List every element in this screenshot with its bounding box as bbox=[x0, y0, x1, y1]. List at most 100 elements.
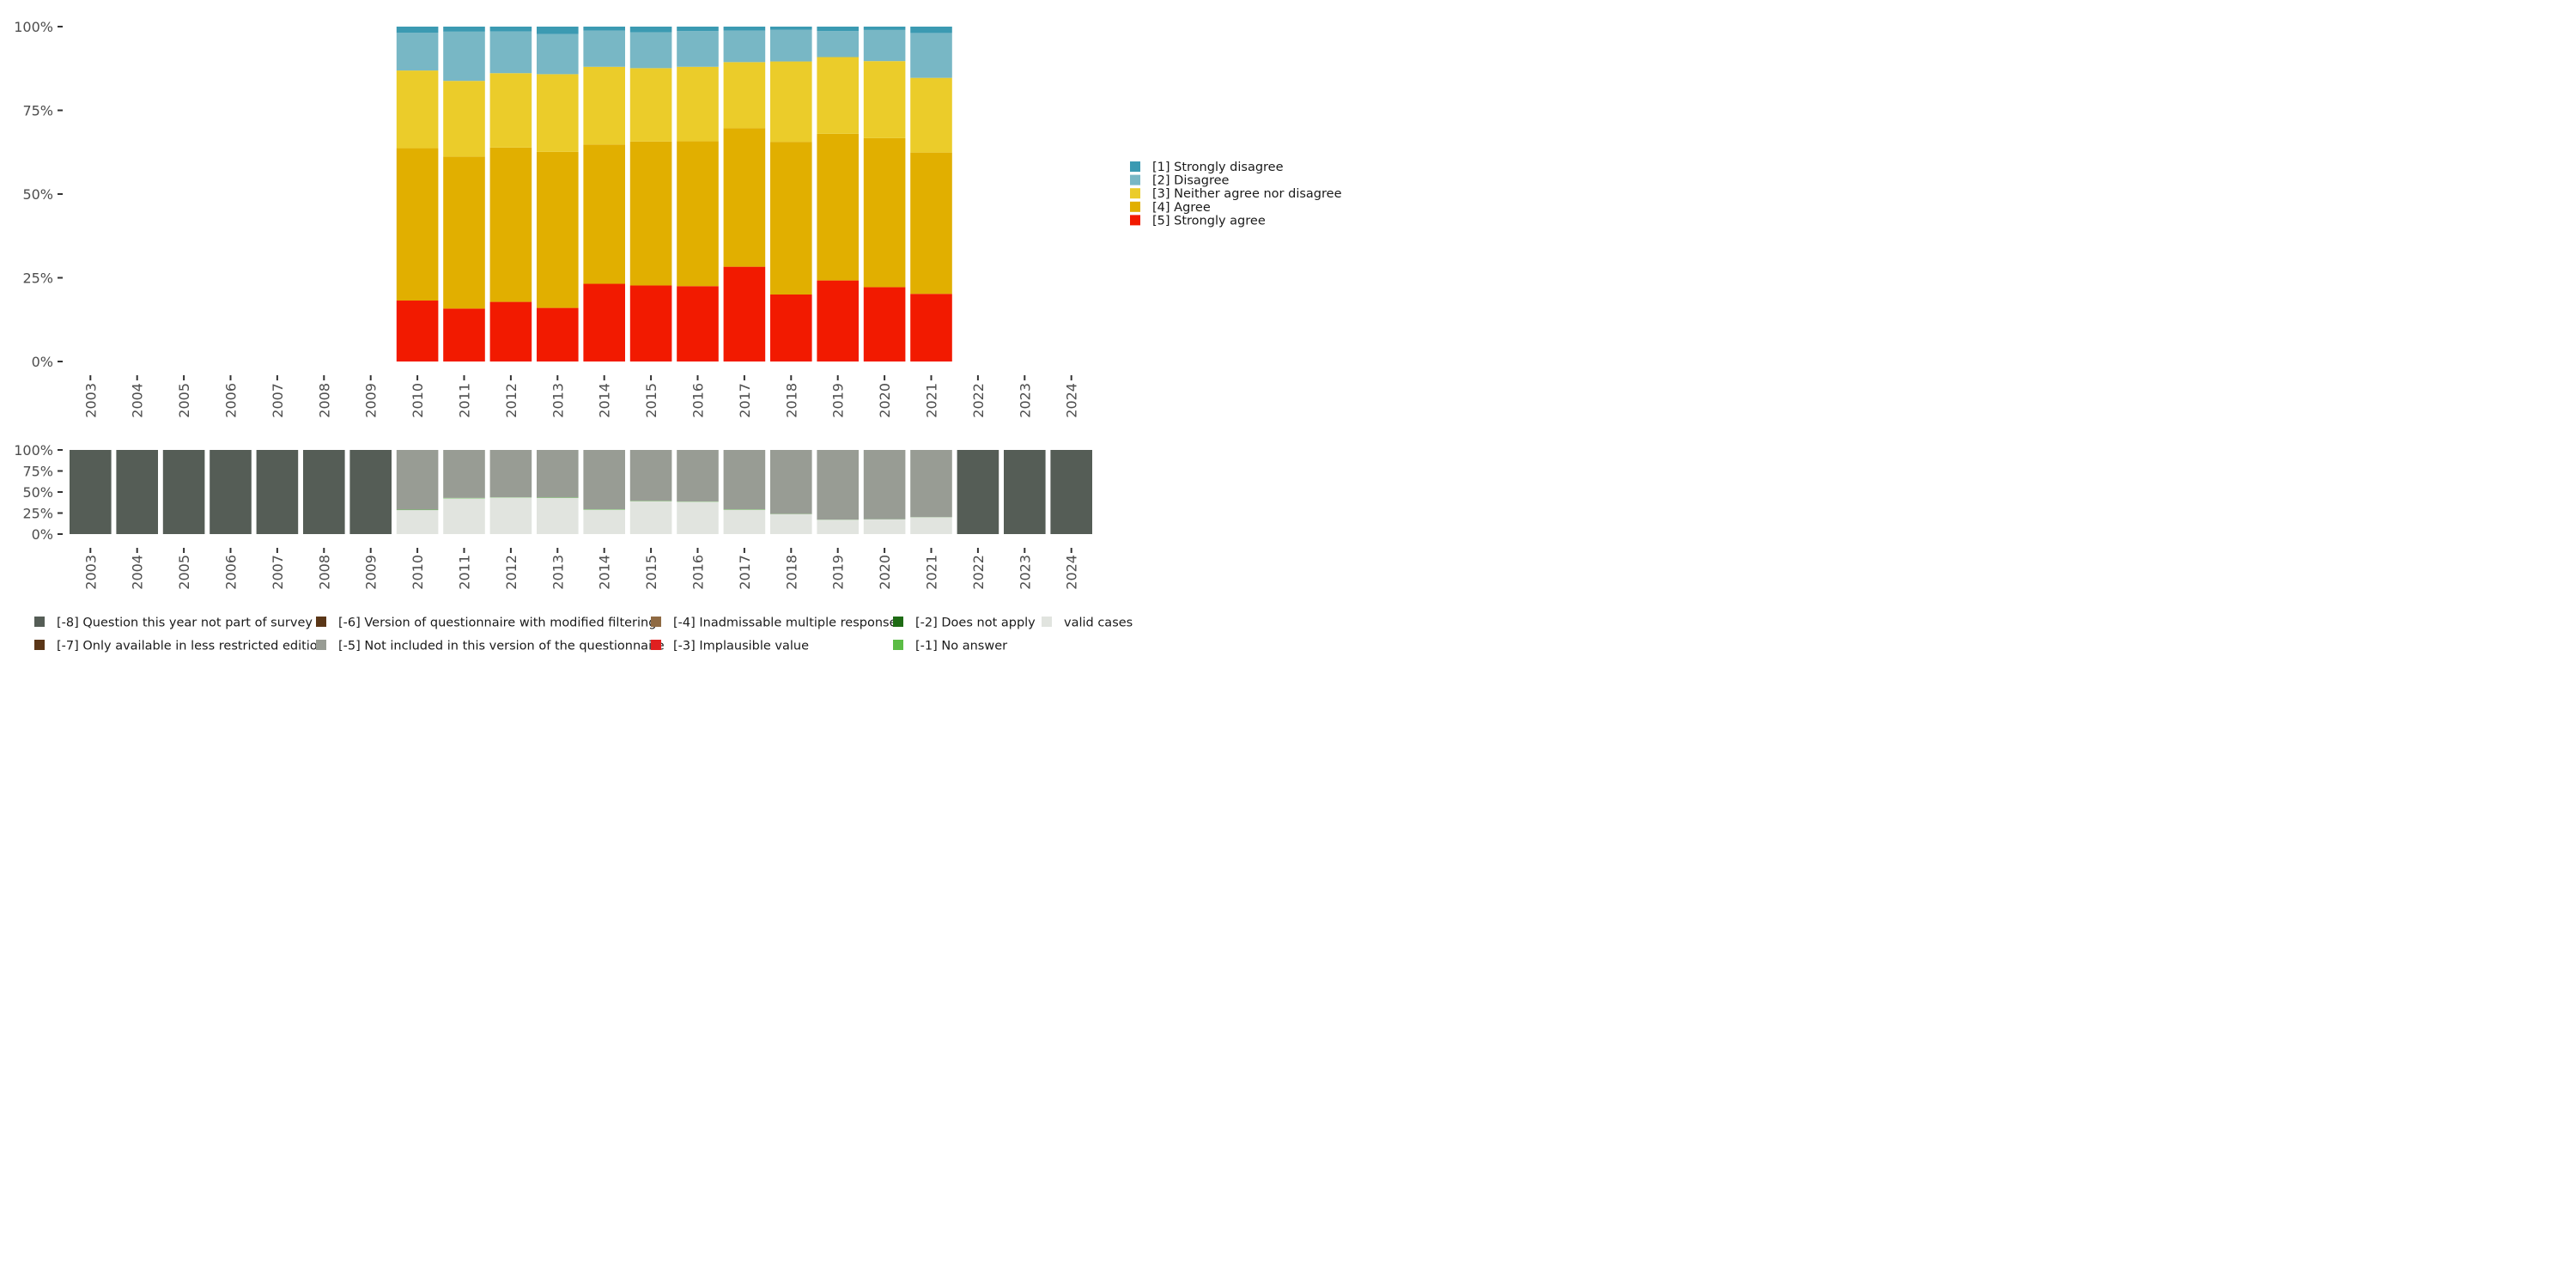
top-bar-segment-2019--4-agree bbox=[817, 133, 859, 281]
bottom-x-tick-label-2014: 2014 bbox=[597, 555, 613, 590]
bottom-y-tick-label: 25% bbox=[22, 506, 53, 522]
top-bar-segment-2018--5-strongly-agree bbox=[770, 295, 812, 361]
bottom-y-tick-label: 0% bbox=[32, 526, 53, 543]
top-bar-segment-2016--3-neither-agree-nor-disagree bbox=[677, 66, 719, 142]
top-bar-segment-2011--1-strongly-disagree bbox=[443, 27, 485, 32]
bottom-bar-segment-2011--5-not-included-in-this-version-of-the-questionnaire bbox=[443, 450, 485, 498]
top-bar-segment-2018--3-neither-agree-nor-disagree bbox=[770, 61, 812, 143]
top-bar-segment-2011--3-neither-agree-nor-disagree bbox=[443, 81, 485, 157]
bottom-x-tick-label-2023: 2023 bbox=[1017, 555, 1033, 590]
bottom-x-tick-label-2013: 2013 bbox=[550, 555, 566, 590]
bottom-x-tick-label-2022: 2022 bbox=[970, 555, 987, 590]
top-bar-segment-2020--5-strongly-agree bbox=[863, 287, 906, 361]
top-x-tick-label-2023: 2023 bbox=[1017, 383, 1033, 418]
bottom-y-tick-label: 50% bbox=[22, 484, 53, 501]
bottom-bar-segment-2013-valid-cases bbox=[537, 497, 579, 534]
bottom-bar-segment-2010--5-not-included-in-this-version-of-the-questionnaire bbox=[396, 450, 439, 510]
bottom-x-tick-label-2016: 2016 bbox=[690, 555, 707, 590]
bottom-bar-segment-2017-valid-cases bbox=[723, 509, 766, 534]
bottom-x-tick-label-2019: 2019 bbox=[830, 555, 847, 590]
top-legend: [1] Strongly disagree[2] Disagree[3] Nei… bbox=[1130, 161, 1342, 228]
bottom-bar-segment-2003--8-question-this-year-not-part-of-survey bbox=[70, 450, 112, 534]
top-bar-segment-2016--1-strongly-disagree bbox=[677, 27, 719, 32]
bottom-legend-label: [-2] Does not apply bbox=[915, 617, 1036, 630]
bottom-bar-segment-2016--5-not-included-in-this-version-of-the-questionnaire bbox=[677, 450, 719, 501]
bottom-bar-segment-2022--8-question-this-year-not-part-of-survey bbox=[957, 450, 999, 534]
bottom-legend-swatch bbox=[893, 640, 903, 650]
bottom-x-tick-label-2018: 2018 bbox=[783, 555, 799, 590]
top-bar-segment-2021--1-strongly-disagree bbox=[910, 27, 952, 33]
top-bar-segment-2013--5-strongly-agree bbox=[537, 307, 579, 361]
top-bar-segment-2020--4-agree bbox=[863, 137, 906, 288]
bottom-bar-segment-2016-valid-cases bbox=[677, 501, 719, 534]
top-bar-segment-2018--2-disagree bbox=[770, 29, 812, 62]
top-legend-swatch bbox=[1130, 174, 1140, 185]
bottom-bar-segment-2005--8-question-this-year-not-part-of-survey bbox=[162, 450, 205, 534]
top-bar-segment-2020--1-strongly-disagree bbox=[863, 27, 906, 30]
bottom-legend-swatch bbox=[316, 617, 326, 627]
top-bar-segment-2012--3-neither-agree-nor-disagree bbox=[489, 73, 532, 148]
top-bar-segment-2015--1-strongly-disagree bbox=[629, 27, 672, 33]
bottom-x-tick-label-2017: 2017 bbox=[737, 555, 753, 590]
bottom-legend-swatch bbox=[34, 617, 45, 627]
bottom-legend-swatch bbox=[893, 617, 903, 627]
top-x-tick-label-2019: 2019 bbox=[830, 383, 847, 418]
top-x-tick-label-2024: 2024 bbox=[1064, 383, 1080, 418]
top-legend-label: [4] Agree bbox=[1152, 201, 1211, 215]
bottom-y-tick-label: 100% bbox=[14, 442, 53, 459]
top-x-tick-label-2020: 2020 bbox=[877, 383, 893, 418]
bottom-bar-segment-2012--5-not-included-in-this-version-of-the-questionnaire bbox=[489, 450, 532, 498]
bottom-bar-segment-2019-valid-cases bbox=[817, 519, 859, 534]
top-bar-segment-2012--5-strongly-agree bbox=[489, 301, 532, 361]
top-legend-swatch bbox=[1130, 188, 1140, 199]
top-bar-segment-2021--5-strongly-agree bbox=[910, 294, 952, 361]
bottom-missing-values-panel: 0% 25% 50% 75% 100% 2003 2004 2005 2006 2007 2008 2… bbox=[14, 442, 1092, 590]
top-bar-segment-2019--2-disagree bbox=[817, 31, 859, 58]
bottom-legend-swatch bbox=[651, 640, 661, 650]
top-bar-segment-2019--3-neither-agree-nor-disagree bbox=[817, 57, 859, 134]
top-bar-segment-2012--4-agree bbox=[489, 147, 532, 302]
top-bar-segment-2021--4-agree bbox=[910, 152, 952, 295]
bottom-bar-segment-2014--5-not-included-in-this-version-of-the-questionnaire bbox=[583, 450, 625, 510]
bottom-legend-label: [-6] Version of questionnaire with modif… bbox=[338, 617, 656, 630]
top-bar-segment-2013--2-disagree bbox=[537, 33, 579, 75]
top-x-tick-label-2009: 2009 bbox=[363, 383, 380, 418]
bottom-legend-label: [-5] Not included in this version of the… bbox=[338, 640, 665, 653]
top-bar-segment-2018--1-strongly-disagree bbox=[770, 27, 812, 30]
top-bar-segment-2014--3-neither-agree-nor-disagree bbox=[583, 66, 625, 145]
bottom-x-tick-label-2007: 2007 bbox=[270, 555, 286, 590]
top-x-tick-label-2008: 2008 bbox=[316, 383, 332, 418]
bottom-x-tick-label-2005: 2005 bbox=[176, 555, 192, 590]
bottom-bar-segment-2018--5-not-included-in-this-version-of-the-questionnaire bbox=[770, 450, 812, 514]
top-x-tick-label-2022: 2022 bbox=[970, 383, 987, 418]
bottom-bar-segment-2012-valid-cases bbox=[489, 497, 532, 534]
top-bar-segment-2010--3-neither-agree-nor-disagree bbox=[396, 70, 439, 149]
bottom-x-tick-label-2021: 2021 bbox=[924, 555, 940, 590]
top-bar-segment-2015--5-strongly-agree bbox=[629, 285, 672, 361]
top-bar-segment-2016--4-agree bbox=[677, 141, 719, 287]
top-bar-segment-2014--1-strongly-disagree bbox=[583, 27, 625, 31]
top-bar-segment-2016--2-disagree bbox=[677, 31, 719, 67]
bottom-x-tick-label-2012: 2012 bbox=[503, 555, 519, 590]
top-bar-segment-2017--2-disagree bbox=[723, 30, 766, 63]
top-x-tick-label-2017: 2017 bbox=[737, 383, 753, 418]
top-x-tick-label-2014: 2014 bbox=[597, 383, 613, 418]
top-legend-label: [2] Disagree bbox=[1152, 174, 1230, 188]
bottom-x-tick-label-2010: 2010 bbox=[410, 555, 426, 590]
bottom-legend-swatch bbox=[316, 640, 326, 650]
top-legend-swatch bbox=[1130, 161, 1140, 172]
top-x-tick-label-2012: 2012 bbox=[503, 383, 519, 418]
top-bar-segment-2012--2-disagree bbox=[489, 31, 532, 74]
bottom-x-tick-label-2006: 2006 bbox=[223, 555, 240, 590]
bottom-bar-segment-2011-valid-cases bbox=[443, 498, 485, 534]
top-bar-segment-2013--1-strongly-disagree bbox=[537, 27, 579, 34]
top-bar-segment-2013--3-neither-agree-nor-disagree bbox=[537, 74, 579, 152]
top-bar-segment-2017--4-agree bbox=[723, 128, 766, 267]
top-x-tick-label-2003: 2003 bbox=[82, 383, 99, 418]
bottom-bar-segment-2014-valid-cases bbox=[583, 509, 625, 534]
top-bar-segment-2019--1-strongly-disagree bbox=[817, 27, 859, 32]
top-bar-segment-2020--2-disagree bbox=[863, 29, 906, 62]
top-legend-swatch bbox=[1130, 215, 1140, 226]
top-x-tick-label-2016: 2016 bbox=[690, 383, 707, 418]
top-bar-segment-2017--5-strongly-agree bbox=[723, 266, 766, 361]
